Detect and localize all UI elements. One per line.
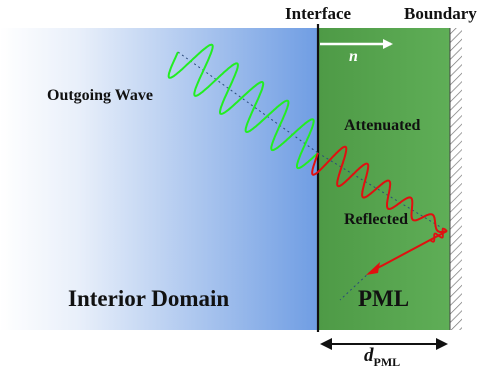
interface-label: Interface <box>285 4 352 23</box>
boundary-label: Boundary <box>404 4 477 23</box>
pml-thickness-subscript: PML <box>373 354 401 369</box>
normal-vector-label: n <box>349 48 358 65</box>
pml-thickness-symbol: d <box>364 345 374 366</box>
boundary-hatch <box>450 28 462 330</box>
reflected-arrow <box>371 230 448 272</box>
attenuated-wave <box>311 145 448 233</box>
incident-wave <box>167 43 319 170</box>
pml-thickness-label: dPML <box>364 345 400 370</box>
pml-label: PML <box>358 286 410 311</box>
pml-region <box>318 28 450 330</box>
attenuated-label: Attenuated <box>344 117 421 134</box>
reflected-path-line <box>339 271 371 301</box>
reflected-label: Reflected <box>344 211 408 228</box>
interior-domain-label: Interior Domain <box>68 286 230 311</box>
outgoing-wave-label: Outgoing Wave <box>47 87 153 104</box>
interior-domain-region <box>0 28 318 330</box>
wave-path-line-pml <box>317 152 448 232</box>
reflected-arrowhead <box>366 262 380 275</box>
wave-path-line <box>177 51 319 154</box>
